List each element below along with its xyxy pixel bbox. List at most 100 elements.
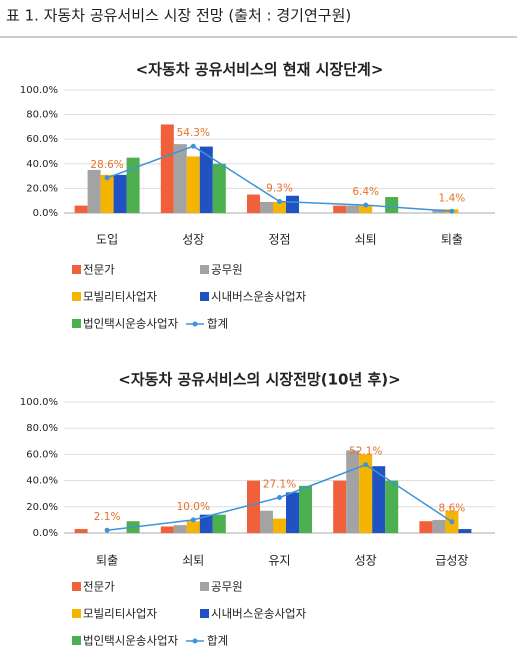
- line-marker: [449, 519, 455, 525]
- bar: [247, 480, 260, 533]
- y-tick-label: 20.0%: [26, 502, 58, 513]
- y-tick-label: 0.0%: [33, 208, 58, 219]
- y-tick-label: 20.0%: [26, 183, 58, 194]
- legend-label: 시내버스운송사업자: [211, 607, 307, 621]
- data-label: 1.4%: [439, 192, 466, 204]
- y-tick-label: 80.0%: [26, 423, 58, 434]
- data-label: 2.1%: [94, 511, 121, 523]
- chart-title: <자동차 공유서비스의 현재 시장단계>: [136, 61, 384, 79]
- data-label: 9.3%: [266, 183, 293, 195]
- bar: [212, 163, 226, 213]
- line-marker: [190, 517, 196, 523]
- legend-swatch: [200, 609, 209, 618]
- bar: [385, 197, 399, 213]
- y-tick-label: 40.0%: [26, 476, 58, 487]
- data-label: 52.1%: [349, 446, 382, 458]
- bar: [432, 519, 446, 533]
- line-marker: [277, 494, 282, 500]
- legend-swatch: [200, 292, 209, 301]
- bar: [346, 205, 360, 213]
- x-tick-label: 성장: [355, 554, 377, 568]
- x-tick-label: 쇠퇴: [182, 554, 204, 568]
- line-marker: [104, 527, 110, 533]
- bar: [333, 205, 347, 213]
- legend-swatch: [72, 265, 81, 274]
- data-label: 27.1%: [263, 478, 296, 490]
- bar: [212, 514, 226, 533]
- legend-label: 법인택시운송사업자: [83, 634, 179, 648]
- bar: [273, 518, 286, 533]
- legend-label: 합계: [207, 634, 228, 648]
- legend-marker: [192, 638, 198, 644]
- data-label: 8.6%: [439, 503, 466, 515]
- bar: [126, 157, 140, 213]
- bar: [186, 156, 200, 213]
- bar: [432, 209, 446, 213]
- data-label: 28.6%: [90, 159, 123, 171]
- line-marker: [363, 462, 369, 468]
- bar: [260, 201, 273, 213]
- line-marker: [363, 202, 369, 208]
- legend-label: 시내버스운송사업자: [211, 290, 307, 304]
- bar: [299, 485, 312, 533]
- legend-label: 모빌리티사업자: [83, 290, 157, 304]
- legend-swatch: [72, 609, 81, 618]
- bar: [74, 529, 88, 533]
- data-label: 6.4%: [352, 186, 379, 198]
- line-marker: [449, 208, 455, 214]
- bar: [385, 480, 399, 533]
- bar: [74, 205, 88, 213]
- y-tick-label: 80.0%: [26, 110, 58, 121]
- bar: [173, 144, 187, 213]
- bar: [160, 526, 174, 533]
- bar: [458, 529, 472, 533]
- y-tick-label: 60.0%: [26, 449, 58, 460]
- y-tick-label: 60.0%: [26, 134, 58, 145]
- legend-label: 법인택시운송사업자: [83, 317, 179, 331]
- bar: [372, 466, 386, 533]
- bar: [273, 201, 286, 213]
- legend-marker: [192, 321, 198, 327]
- bar: [286, 492, 299, 533]
- legend-label: 전문가: [83, 580, 115, 594]
- legend-label: 합계: [207, 317, 228, 331]
- x-tick-label: 급성장: [435, 554, 468, 568]
- bar: [160, 124, 174, 213]
- legend-swatch: [72, 582, 81, 591]
- bar: [199, 146, 213, 213]
- line-marker: [104, 175, 110, 181]
- x-tick-label: 정점: [268, 233, 290, 247]
- bar: [186, 521, 200, 533]
- bar: [260, 510, 273, 533]
- y-tick-label: 40.0%: [26, 159, 58, 170]
- line-marker: [277, 199, 282, 205]
- legend-label: 전문가: [83, 263, 115, 277]
- legend-swatch: [72, 292, 81, 301]
- y-tick-label: 100.0%: [20, 85, 58, 96]
- bar: [100, 174, 114, 213]
- bar: [87, 169, 101, 213]
- x-tick-label: 쇠퇴: [355, 233, 377, 247]
- bar: [346, 450, 360, 533]
- x-tick-label: 퇴출: [441, 233, 463, 247]
- x-tick-label: 퇴출: [96, 554, 118, 568]
- data-label: 10.0%: [177, 501, 210, 513]
- legend-label: 공무원: [211, 580, 243, 594]
- legend-label: 공무원: [211, 263, 243, 277]
- line-marker: [190, 143, 196, 149]
- y-tick-label: 100.0%: [20, 397, 58, 408]
- legend-swatch: [72, 319, 81, 328]
- legend-swatch: [72, 636, 81, 645]
- chart-title: <자동차 공유서비스의 시장전망(10년 후)>: [118, 371, 400, 389]
- x-tick-label: 도입: [96, 233, 118, 247]
- bar: [173, 525, 187, 533]
- legend-label: 모빌리티사업자: [83, 607, 157, 621]
- bar: [286, 195, 299, 213]
- legend-swatch: [200, 582, 209, 591]
- legend-swatch: [200, 265, 209, 274]
- bar: [247, 194, 260, 213]
- x-tick-label: 성장: [182, 233, 204, 247]
- y-tick-label: 0.0%: [33, 528, 58, 539]
- caption: 표 1. 자동차 공유서비스 시장 전망 (출처 : 경기연구원): [6, 7, 351, 25]
